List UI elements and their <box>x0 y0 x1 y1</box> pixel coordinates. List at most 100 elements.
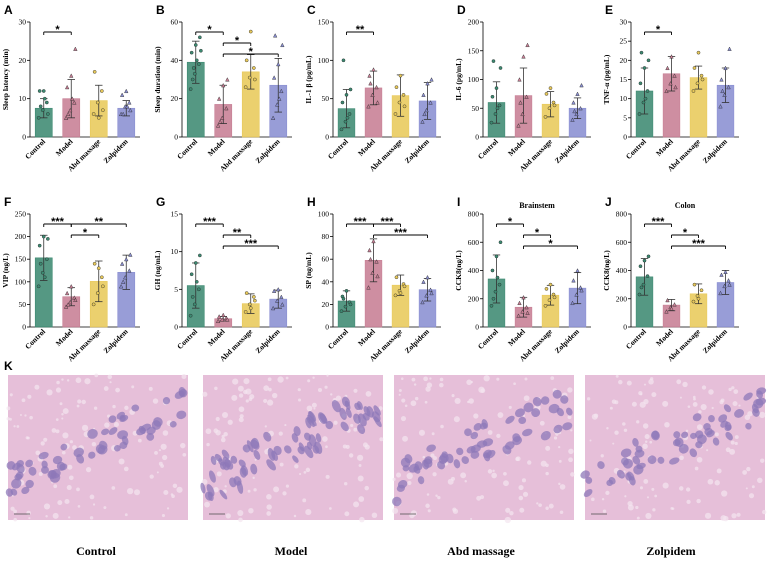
data-point-model <box>216 123 221 128</box>
tissue-fiber <box>161 513 166 518</box>
tissue-fiber <box>176 486 183 493</box>
data-point-abd-massage <box>397 100 402 105</box>
data-point-control <box>40 270 45 275</box>
tissue-fiber <box>264 425 267 428</box>
tissue-fiber <box>642 443 648 450</box>
data-point-abd-massage <box>252 66 256 70</box>
tissue-cell <box>253 449 261 460</box>
data-point-abd-massage <box>96 116 101 120</box>
category-label-model: Model <box>54 137 75 158</box>
tissue-fiber <box>239 414 244 419</box>
tissue-fiber <box>685 487 691 492</box>
tissue-cell <box>745 422 752 430</box>
data-point-control <box>37 243 42 248</box>
histology-image-abd-massage <box>392 375 575 524</box>
tissue-fiber <box>278 431 283 436</box>
tissue-fiber <box>25 436 29 440</box>
tissue-fiber <box>243 378 250 385</box>
tissue-fiber <box>550 376 555 381</box>
panel-letter-j: J <box>605 195 612 209</box>
tissue-cell <box>304 445 314 459</box>
data-point-control <box>339 309 344 313</box>
tissue-fiber <box>706 449 709 452</box>
data-point-control <box>344 289 349 293</box>
tissue-fiber <box>426 493 430 496</box>
tissue-fiber <box>413 383 417 386</box>
tissue-fiber <box>492 469 495 473</box>
tissue-cell <box>414 461 423 471</box>
chart-title: Colon <box>675 201 696 210</box>
tissue-fiber <box>55 387 62 393</box>
chart-i: I Brainstem CCK8(ng/L) 0 200 400 600 800 Control… <box>454 195 591 363</box>
y-axis-label: CCK8(ng/L) <box>602 250 611 291</box>
data-point-control <box>46 237 50 241</box>
tissue-fiber <box>558 446 561 449</box>
tissue-cell <box>417 476 425 485</box>
tissue-fiber <box>51 428 57 433</box>
tissue-fiber <box>729 448 736 455</box>
tissue-cell <box>704 427 713 436</box>
tissue-fiber <box>719 400 724 405</box>
tissue-fiber <box>432 472 437 477</box>
data-point-model <box>524 94 529 99</box>
tissue-cell <box>708 414 715 423</box>
tissue-fiber <box>698 410 702 414</box>
tissue-fiber <box>568 448 574 455</box>
data-point-zolpidem <box>722 283 727 289</box>
tissue-fiber <box>643 383 647 386</box>
tissue-cell <box>512 436 523 446</box>
tissue-fiber <box>527 460 532 465</box>
data-point-model <box>375 273 380 279</box>
data-point-model <box>368 81 373 86</box>
tissue-cell <box>483 452 491 462</box>
category-label-zolpidem: Zolpidem <box>553 137 582 166</box>
tissue-cell <box>174 390 185 399</box>
data-point-model <box>64 304 69 309</box>
tissue-fiber <box>311 402 317 408</box>
tissue-fiber <box>545 463 549 468</box>
category-label-control: Control <box>476 327 500 351</box>
tissue-cell <box>98 440 108 450</box>
tissue-fiber <box>238 393 244 398</box>
data-point-zolpidem <box>727 46 732 51</box>
histology-caption-abd-massage: Abd massage <box>447 544 515 558</box>
data-point-model <box>217 314 222 319</box>
data-point-abd-massage <box>543 304 548 308</box>
data-point-zolpidem <box>271 115 276 120</box>
significance-label: * <box>683 227 688 239</box>
tissue-cell <box>373 405 381 416</box>
y-tick-label: 0 <box>22 323 26 332</box>
tissue-fiber <box>266 399 274 406</box>
tissue-fiber <box>94 373 99 378</box>
data-point-control <box>494 254 499 259</box>
tissue-cell <box>647 455 657 465</box>
data-point-abd-massage <box>247 302 252 307</box>
tissue-fiber <box>645 512 652 519</box>
y-tick-label: 50 <box>472 104 480 113</box>
tissue-fiber <box>224 485 227 488</box>
y-tick-label: 250 <box>15 210 27 219</box>
data-point-zolpidem <box>420 119 425 124</box>
tissue-fiber <box>627 504 634 511</box>
tissue-cell <box>312 445 320 454</box>
tissue-fiber <box>43 503 51 510</box>
y-axis-label: SP (ng/mL) <box>304 252 313 289</box>
tissue-background <box>585 375 765 520</box>
data-point-control <box>191 66 196 70</box>
tissue-fiber <box>521 478 527 483</box>
data-point-model <box>220 115 225 120</box>
tissue-fiber <box>238 406 245 413</box>
data-point-zolpidem <box>128 252 133 257</box>
data-point-zolpidem <box>723 269 728 274</box>
tissue-fiber <box>268 387 272 392</box>
y-tick-label: 60 <box>322 255 330 264</box>
y-tick-label: 30 <box>620 18 628 27</box>
tissue-cell <box>456 447 464 456</box>
data-point-control <box>193 261 198 265</box>
tissue-fiber <box>350 423 354 428</box>
tissue-fiber <box>312 376 315 379</box>
data-point-control <box>646 254 651 259</box>
tissue-fiber <box>636 420 640 424</box>
tissue-fiber <box>430 453 435 458</box>
tissue-fiber <box>545 506 549 511</box>
